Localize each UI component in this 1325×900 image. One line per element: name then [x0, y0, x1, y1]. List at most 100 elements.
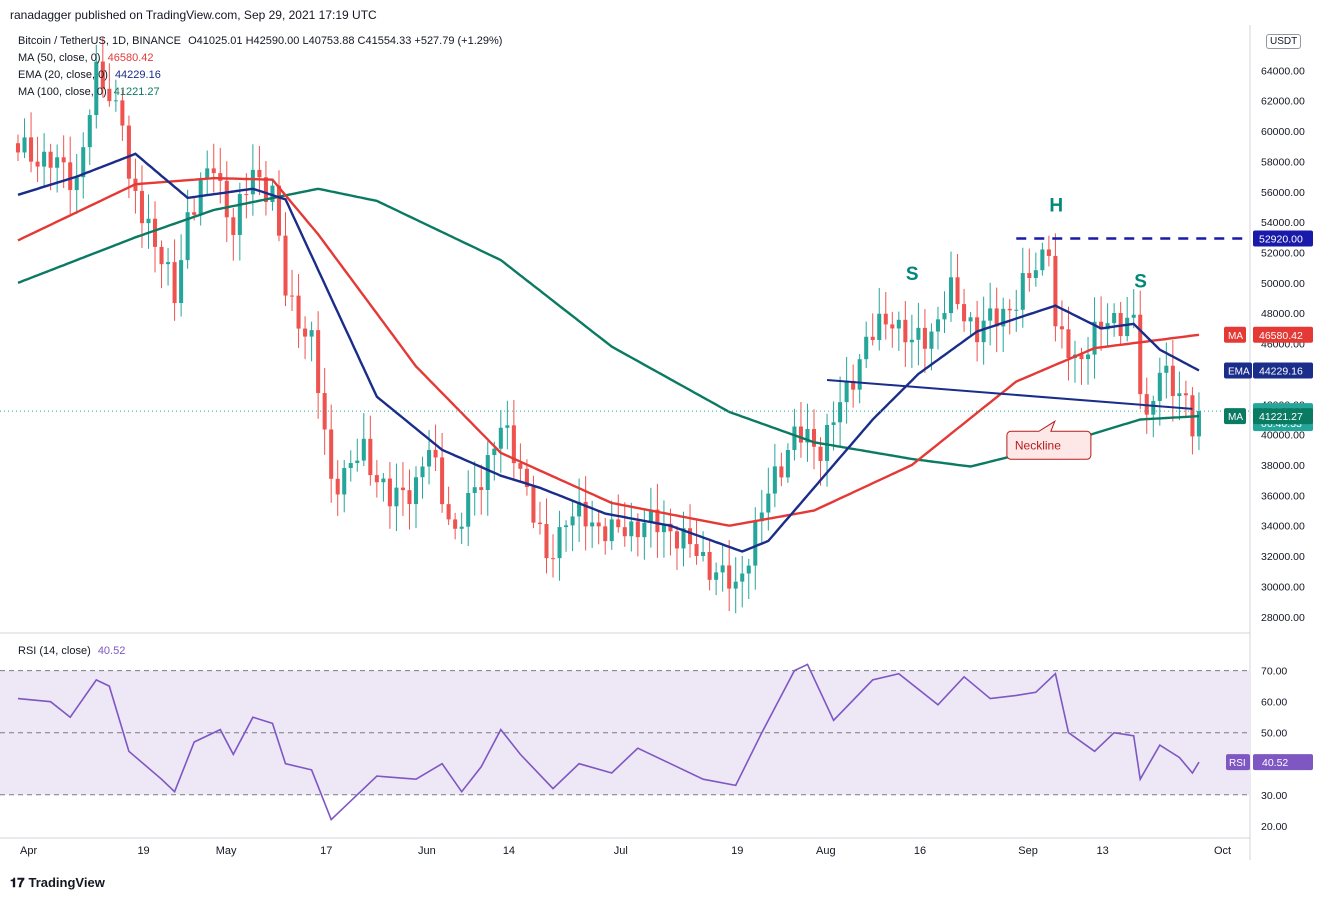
ema20-line[interactable] [17, 152, 1200, 553]
neckline-trendline[interactable] [826, 379, 1193, 410]
candle-up[interactable] [113, 100, 118, 102]
candle-up[interactable] [427, 449, 432, 467]
candle-down[interactable] [674, 531, 680, 549]
candle-up[interactable] [55, 157, 60, 168]
candle-up[interactable] [498, 427, 503, 449]
candle-down[interactable] [635, 521, 640, 538]
candle-up[interactable] [309, 330, 314, 337]
candle-up[interactable] [94, 61, 99, 116]
candle-down[interactable] [316, 330, 321, 394]
candle-up[interactable] [1033, 270, 1038, 278]
candle-down[interactable] [387, 478, 392, 507]
candle-up[interactable] [753, 521, 758, 566]
candle-up[interactable] [896, 319, 901, 329]
candle-down[interactable] [1066, 329, 1071, 359]
candle-down[interactable] [694, 544, 699, 557]
candle-up[interactable] [746, 565, 751, 574]
candle-up[interactable] [714, 572, 719, 580]
candle-up[interactable] [629, 521, 634, 537]
candle-up[interactable] [1112, 313, 1117, 324]
candle-down[interactable] [975, 317, 980, 343]
candle-up[interactable] [1014, 309, 1019, 311]
candle-up[interactable] [459, 526, 464, 529]
candle-down[interactable] [994, 308, 999, 327]
candle-up[interactable] [179, 260, 184, 304]
candle-up[interactable] [1131, 314, 1136, 318]
candle-down[interactable] [120, 100, 125, 126]
candle-down[interactable] [550, 558, 556, 560]
candle-up[interactable] [1020, 273, 1025, 310]
candle-up[interactable] [864, 336, 869, 360]
candle-up[interactable] [1164, 365, 1169, 373]
candle-up[interactable] [1086, 354, 1091, 360]
candle-up[interactable] [857, 359, 862, 390]
candle-up[interactable] [942, 313, 947, 320]
candle-up[interactable] [166, 262, 171, 265]
candle-up[interactable] [877, 313, 882, 340]
candle-up[interactable] [394, 487, 399, 507]
candle-up[interactable] [831, 422, 836, 425]
candle-down[interactable] [100, 61, 105, 89]
candle-up[interactable] [988, 308, 993, 321]
candle-down[interactable] [400, 487, 405, 491]
candle-down[interactable] [622, 527, 627, 537]
candle-down[interactable] [1183, 393, 1188, 396]
candle-down[interactable] [335, 478, 340, 495]
ema20-legend[interactable]: EMA (20, close, 0) 44229.16 [18, 69, 161, 81]
candle-down[interactable] [152, 218, 158, 247]
candle-down[interactable] [851, 380, 856, 390]
candle-up[interactable] [825, 424, 830, 461]
candle-up[interactable] [348, 463, 353, 469]
candle-down[interactable] [231, 217, 236, 235]
rsi-line[interactable] [17, 663, 1200, 821]
candle-down[interactable] [1007, 308, 1012, 311]
candle-up[interactable] [681, 528, 686, 549]
candle-down[interactable] [603, 526, 608, 542]
candle-down[interactable] [1099, 321, 1104, 330]
candle-up[interactable] [146, 218, 151, 224]
candle-down[interactable] [433, 449, 438, 458]
candle-up[interactable] [844, 380, 849, 403]
candle-down[interactable] [15, 143, 21, 153]
neckline-callout-box[interactable] [1006, 420, 1092, 460]
candle-up[interactable] [492, 448, 497, 456]
candle-down[interactable] [192, 212, 197, 215]
candle-down[interactable] [283, 235, 288, 296]
candle-down[interactable] [453, 519, 458, 529]
candle-up[interactable] [1151, 400, 1156, 415]
candle-up[interactable] [413, 477, 419, 505]
candle-down[interactable] [479, 487, 484, 491]
candle-down[interactable] [61, 157, 66, 163]
candle-down[interactable] [224, 180, 229, 218]
candle-up[interactable] [909, 339, 914, 343]
candle-up[interactable] [935, 319, 940, 332]
candle-down[interactable] [1027, 273, 1032, 278]
candle-down[interactable] [218, 173, 223, 181]
candle-up[interactable] [701, 551, 706, 557]
candle-up[interactable] [205, 168, 210, 180]
candle-up[interactable] [1040, 249, 1045, 271]
candle-up[interactable] [648, 509, 653, 523]
candle-up[interactable] [609, 519, 614, 542]
candle-down[interactable] [440, 457, 445, 505]
candle-up[interactable] [361, 438, 366, 461]
candle-down[interactable] [48, 151, 53, 168]
candle-down[interactable] [544, 524, 549, 559]
candle-up[interactable] [948, 277, 954, 314]
candle-down[interactable] [244, 194, 249, 196]
candle-up[interactable] [557, 527, 562, 559]
candle-up[interactable] [1092, 321, 1097, 355]
candle-down[interactable] [257, 169, 262, 178]
candle-up[interactable] [740, 573, 745, 582]
candle-up[interactable] [981, 320, 986, 343]
candle-down[interactable] [1079, 354, 1084, 360]
candle-up[interactable] [805, 428, 810, 443]
candle-up[interactable] [733, 581, 738, 589]
candle-up[interactable] [564, 525, 569, 528]
candle-down[interactable] [511, 425, 516, 464]
candle-up[interactable] [759, 512, 764, 522]
candle-up[interactable] [772, 466, 777, 494]
candle-up[interactable] [766, 493, 771, 513]
candle-up[interactable] [577, 501, 582, 517]
